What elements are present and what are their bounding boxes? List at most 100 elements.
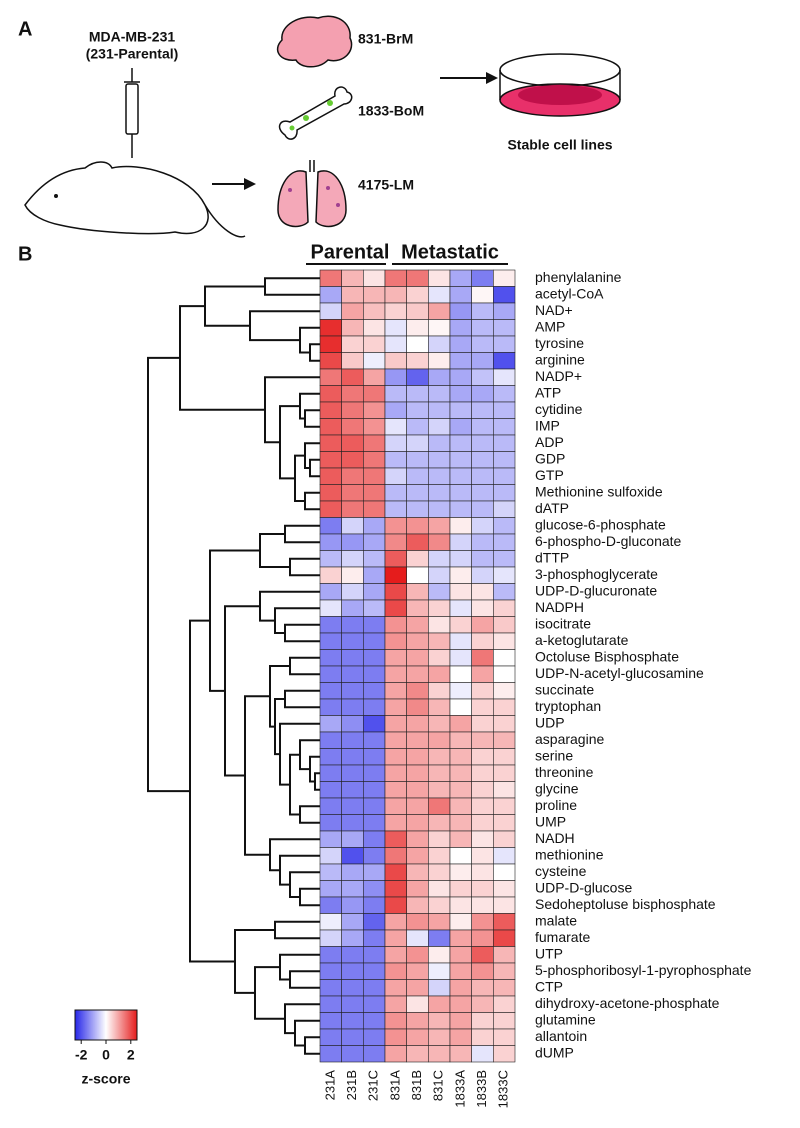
heatmap-cell bbox=[449, 814, 472, 832]
dendrogram-branch bbox=[294, 1019, 320, 1047]
heatmap-cell bbox=[493, 566, 516, 584]
heatmap-cell bbox=[384, 286, 407, 304]
heatmap-cell bbox=[406, 946, 429, 964]
row-label: glucose-6-phosphate bbox=[535, 516, 666, 532]
heatmap-cell bbox=[319, 385, 342, 403]
heatmap-cell bbox=[384, 814, 407, 832]
heatmap-cell bbox=[449, 665, 472, 683]
heatmap-cell bbox=[319, 929, 342, 947]
dendrogram-branch bbox=[274, 607, 320, 634]
heatmap-cell bbox=[406, 434, 429, 452]
heatmap-cell bbox=[341, 632, 364, 650]
heatmap-cell bbox=[471, 715, 494, 733]
heatmap-cell bbox=[341, 830, 364, 848]
heatmap-cell bbox=[471, 946, 494, 964]
heatmap-cell bbox=[428, 715, 451, 733]
heatmap-cell bbox=[449, 632, 472, 650]
heatmap-cell bbox=[341, 566, 364, 584]
row-label: fumarate bbox=[535, 929, 590, 945]
heatmap-cell bbox=[341, 335, 364, 353]
heatmap-cell bbox=[319, 863, 342, 881]
heatmap-cell bbox=[493, 401, 516, 419]
dendrogram-branch bbox=[274, 920, 320, 940]
heatmap-cell bbox=[384, 995, 407, 1013]
row-label: allantoin bbox=[535, 1028, 587, 1044]
lungs bbox=[277, 160, 347, 228]
heatmap-cell bbox=[428, 929, 451, 947]
heatmap-cell bbox=[428, 979, 451, 997]
heatmap-cell bbox=[471, 748, 494, 766]
dendrogram-branch bbox=[304, 442, 320, 469]
parental-label: (231-Parental) bbox=[86, 46, 179, 62]
row-label: UDP-N-acetyl-glucosamine bbox=[535, 665, 704, 681]
heatmap-cell bbox=[406, 368, 429, 386]
heatmap-cell bbox=[471, 698, 494, 716]
heatmap-cell bbox=[471, 731, 494, 749]
heatmap-cell bbox=[363, 698, 386, 716]
heatmap-cell bbox=[319, 830, 342, 848]
heatmap-cell bbox=[493, 946, 516, 964]
heatmap-cell bbox=[341, 484, 364, 502]
heatmap-cell bbox=[341, 1045, 364, 1063]
dendrogram-branch bbox=[299, 887, 320, 907]
heatmap-cell bbox=[493, 929, 516, 947]
heatmap-cell bbox=[384, 616, 407, 634]
heatmap-cell bbox=[363, 1045, 386, 1063]
heatmap-cell bbox=[493, 550, 516, 568]
heatmap-cell bbox=[319, 517, 342, 535]
row-label: succinate bbox=[535, 681, 594, 697]
row-label: Octoluse Bisphosphate bbox=[535, 648, 679, 664]
dendrogram-branch bbox=[284, 623, 320, 643]
row-label: serine bbox=[535, 747, 573, 763]
heatmap-cell bbox=[428, 913, 451, 931]
row-label: cysteine bbox=[535, 863, 587, 879]
heatmap-cell bbox=[471, 550, 494, 568]
heatmap-cell bbox=[319, 467, 342, 485]
heatmap-cell bbox=[406, 335, 429, 353]
heatmap-cell bbox=[449, 682, 472, 700]
heatmap-cell bbox=[449, 616, 472, 634]
heatmap-cell bbox=[319, 484, 342, 502]
heatmap-cell bbox=[406, 302, 429, 320]
heatmap-cell bbox=[319, 583, 342, 601]
heatmap-cell bbox=[428, 616, 451, 634]
heatmap-cell bbox=[449, 1045, 472, 1063]
heatmap-cell bbox=[363, 995, 386, 1013]
heatmap-cell bbox=[406, 731, 429, 749]
heatmap-cell bbox=[384, 748, 407, 766]
heatmap-cell bbox=[341, 319, 364, 337]
heatmap-cell bbox=[319, 962, 342, 980]
heatmap-cell bbox=[493, 913, 516, 931]
heatmap-cell bbox=[341, 880, 364, 898]
heatmap-cell bbox=[428, 649, 451, 667]
heatmap-cell bbox=[428, 434, 451, 452]
heatmap-cell bbox=[406, 533, 429, 551]
heatmap-cell bbox=[363, 962, 386, 980]
heatmap-cell bbox=[341, 715, 364, 733]
heatmap-cell bbox=[471, 913, 494, 931]
lung-line: 4175-LM bbox=[358, 177, 414, 193]
heatmap-cell bbox=[406, 847, 429, 865]
heatmap-cell bbox=[363, 929, 386, 947]
heatmap-cell bbox=[406, 781, 429, 799]
row-label: IMP bbox=[535, 417, 560, 433]
heatmap-cell bbox=[428, 401, 451, 419]
row-label: cytidine bbox=[535, 401, 583, 417]
heatmap-cell bbox=[319, 764, 342, 782]
heatmap-cell bbox=[428, 896, 451, 914]
heatmap-cell bbox=[449, 533, 472, 551]
heatmap-cell bbox=[471, 385, 494, 403]
heatmap-cell bbox=[406, 319, 429, 337]
dendrogram-branch bbox=[289, 871, 320, 898]
dendrogram-branch bbox=[284, 689, 320, 709]
syringe bbox=[124, 68, 140, 158]
heatmap-cell bbox=[449, 649, 472, 667]
heatmap-cell bbox=[493, 632, 516, 650]
dendrogram-branch bbox=[284, 524, 320, 544]
heatmap-cell bbox=[449, 566, 472, 584]
heatmap-cell bbox=[493, 830, 516, 848]
heatmap-cell bbox=[406, 830, 429, 848]
heatmap-cell bbox=[319, 302, 342, 320]
heatmap-cell bbox=[449, 781, 472, 799]
heatmap-cell bbox=[384, 781, 407, 799]
